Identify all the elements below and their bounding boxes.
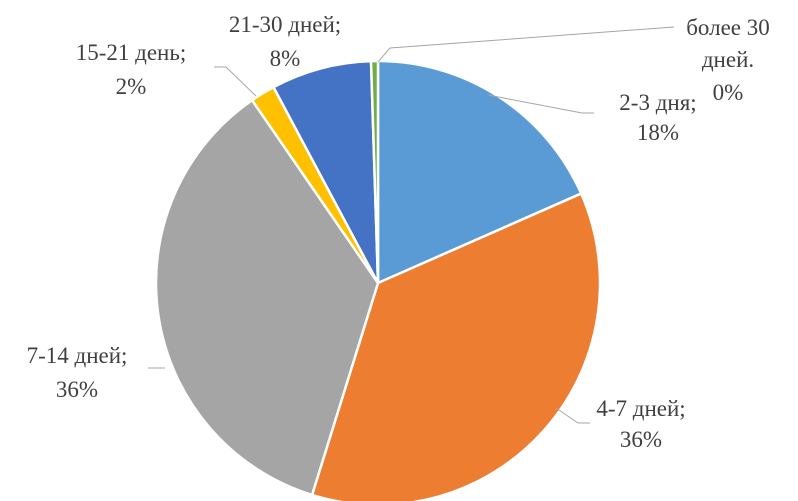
data-label-21-30-days: 21-30 дней; 8% [229,12,341,71]
data-label-value: 18% [637,120,679,145]
data-label-category: более 30 [686,15,770,40]
data-label-value: 8% [270,46,301,71]
data-label-15-21-days: 15-21 день; 2% [76,40,187,99]
leader-line-4-7-days [555,407,590,424]
leader-line-15-21-days [214,66,257,97]
data-label-2-3-days: 2-3 дня; 18% [619,90,696,145]
data-label-value: 36% [620,427,662,452]
data-label-category: 15-21 день; [76,40,187,65]
data-label-category: дней. [702,47,754,72]
data-label-7-14-days: 7-14 дней; 36% [27,343,128,402]
pie-slice-4-7-days [310,192,602,501]
leader-line-over-30-days [377,26,675,63]
leader-line-2-3-days [487,94,594,114]
pie-slice-over-30-days [369,59,380,285]
pie-slice-21-30-days [272,59,380,285]
data-label-value: 36% [56,377,98,402]
leader-lines [148,26,675,424]
pie-slice-7-14-days [154,98,380,497]
data-labels: 2-3 дня; 18% 4-7 дней; 36% 7-14 дней; 36% 15-2… [27,12,770,452]
data-label-4-7-days: 4-7 дней; 36% [596,396,685,452]
data-label-category: 7-14 дней; [27,343,128,368]
data-label-value: 0% [713,80,744,105]
data-label-category: 4-7 дней; [596,396,685,421]
pie-slices [154,59,602,501]
data-label-category: 21-30 дней; [229,12,341,37]
data-label-category: 2-3 дня; [619,90,696,115]
data-label-over-30-days: более 30 дней. 0% [686,15,770,105]
data-label-value: 2% [116,74,147,99]
